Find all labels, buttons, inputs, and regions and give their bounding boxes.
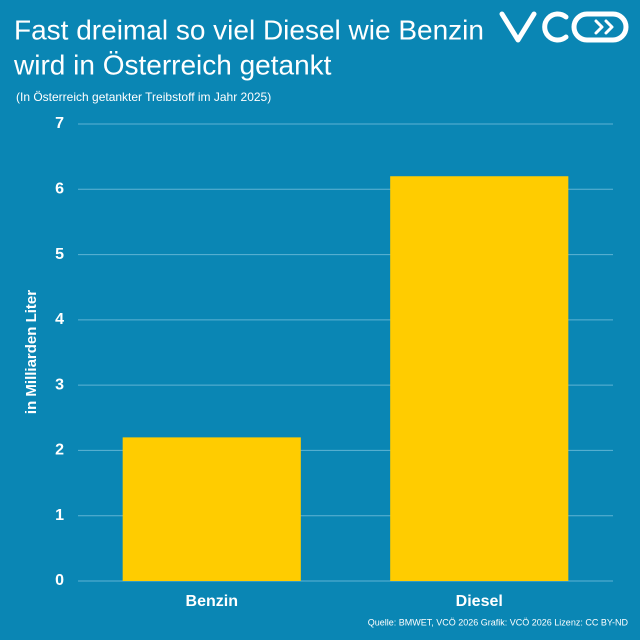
- logo-o: [571, 11, 629, 43]
- bar: [390, 176, 569, 581]
- logo: [499, 11, 629, 43]
- chart-title: wird in Österreich getankt: [13, 49, 332, 80]
- y-tick-label: 5: [55, 246, 64, 263]
- y-tick-label: 7: [55, 115, 64, 132]
- y-tick-label: 0: [55, 572, 64, 589]
- y-tick-label: 6: [55, 181, 64, 198]
- y-tick-label: 1: [55, 507, 64, 524]
- logo-arrows: [594, 19, 614, 35]
- y-axis-label: in Milliarden Liter: [23, 290, 40, 414]
- chart-title: Fast dreimal so viel Diesel wie Benzin: [14, 14, 484, 45]
- bar: [122, 437, 301, 581]
- x-tick-label: Diesel: [456, 593, 503, 610]
- y-tick-label: 4: [55, 311, 64, 328]
- y-tick-label: 3: [55, 376, 64, 393]
- logo-c: [542, 11, 569, 43]
- source: Quelle: BMWET, VCÖ 2026 Grafik: VCÖ 2026…: [368, 617, 629, 627]
- chart-subtitle: (In Österreich getankter Treibstoff im J…: [16, 90, 271, 104]
- logo-v: [499, 11, 537, 43]
- y-tick-label: 2: [55, 442, 64, 459]
- x-tick-label: Benzin: [186, 593, 238, 610]
